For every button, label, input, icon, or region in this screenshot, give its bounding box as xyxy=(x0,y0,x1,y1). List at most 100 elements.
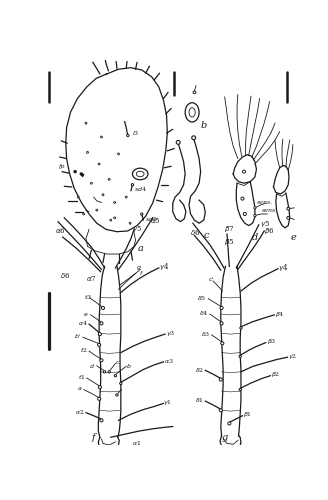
Circle shape xyxy=(141,213,143,215)
Circle shape xyxy=(287,207,290,210)
Circle shape xyxy=(117,153,119,155)
Text: fp: fp xyxy=(58,164,64,169)
Text: $\gamma$4: $\gamma$4 xyxy=(159,261,169,272)
Circle shape xyxy=(85,122,87,124)
Text: $c'$: $c'$ xyxy=(208,275,215,284)
Circle shape xyxy=(114,374,116,377)
Circle shape xyxy=(239,356,241,358)
Circle shape xyxy=(127,134,129,136)
Circle shape xyxy=(98,163,100,165)
Text: $b'$: $b'$ xyxy=(74,332,81,341)
Text: $\gamma$3: $\gamma$3 xyxy=(166,329,175,338)
Text: $b$: $b$ xyxy=(126,362,132,370)
Text: $\delta$6: $\delta$6 xyxy=(190,228,200,237)
Text: f: f xyxy=(92,433,95,442)
Text: $\alpha$5: $\alpha$5 xyxy=(150,216,160,224)
Circle shape xyxy=(98,386,101,389)
Text: $\gamma$5: $\gamma$5 xyxy=(133,224,143,234)
Text: d: d xyxy=(252,232,258,241)
Circle shape xyxy=(97,344,101,346)
Circle shape xyxy=(80,173,82,175)
Circle shape xyxy=(103,370,106,373)
Text: $t$1: $t$1 xyxy=(78,373,85,381)
Circle shape xyxy=(114,202,115,203)
Text: e: e xyxy=(291,232,296,241)
Text: $\beta$2: $\beta$2 xyxy=(271,370,280,380)
Circle shape xyxy=(221,342,224,345)
Circle shape xyxy=(83,213,85,215)
Circle shape xyxy=(241,197,244,200)
Circle shape xyxy=(116,394,118,396)
Circle shape xyxy=(97,398,101,400)
Circle shape xyxy=(98,332,101,336)
Circle shape xyxy=(287,216,290,219)
Text: $l$3: $l$3 xyxy=(133,129,140,137)
Circle shape xyxy=(219,378,222,381)
Text: $\alpha$2: $\alpha$2 xyxy=(75,408,84,416)
Circle shape xyxy=(100,419,103,422)
Circle shape xyxy=(125,196,127,198)
Text: $sd$5: $sd$5 xyxy=(145,216,158,224)
Circle shape xyxy=(101,306,105,310)
Text: sens.: sens. xyxy=(262,208,278,212)
Text: $\beta$6: $\beta$6 xyxy=(264,226,275,236)
Text: $\beta$3: $\beta$3 xyxy=(267,338,276,346)
Circle shape xyxy=(74,170,76,173)
Circle shape xyxy=(219,409,222,412)
Circle shape xyxy=(100,359,103,362)
Text: $\delta$2: $\delta$2 xyxy=(195,366,204,374)
Circle shape xyxy=(220,322,223,325)
Text: c: c xyxy=(204,231,209,240)
Text: $\alpha$7: $\alpha$7 xyxy=(86,274,96,283)
Circle shape xyxy=(242,170,246,173)
Circle shape xyxy=(254,206,256,209)
Text: g: g xyxy=(222,433,228,442)
Circle shape xyxy=(228,422,231,425)
Circle shape xyxy=(131,184,133,186)
Text: $\delta$4: $\delta$4 xyxy=(199,310,208,318)
Circle shape xyxy=(129,222,131,224)
Circle shape xyxy=(100,136,102,138)
Text: $\delta$3: $\delta$3 xyxy=(201,330,210,338)
Circle shape xyxy=(87,152,89,154)
Text: $a$: $a$ xyxy=(77,386,82,392)
Circle shape xyxy=(91,182,92,184)
Text: $\gamma$2: $\gamma$2 xyxy=(288,352,297,361)
Circle shape xyxy=(114,217,115,219)
Text: b: b xyxy=(201,121,207,130)
Text: $c$: $c$ xyxy=(115,359,121,366)
Circle shape xyxy=(120,382,122,384)
Text: $g$: $g$ xyxy=(135,264,141,272)
Text: $f$: $f$ xyxy=(139,270,144,278)
Circle shape xyxy=(108,178,110,180)
Text: $t$3: $t$3 xyxy=(84,293,92,301)
Text: $\gamma$1: $\gamma$1 xyxy=(163,398,172,407)
Text: $\beta$7: $\beta$7 xyxy=(224,224,235,234)
Text: $t$2: $t$2 xyxy=(80,346,88,354)
Text: sens.: sens. xyxy=(257,200,274,205)
Circle shape xyxy=(96,209,98,211)
Circle shape xyxy=(192,136,195,140)
Text: $d$: $d$ xyxy=(89,362,95,370)
Circle shape xyxy=(220,306,223,310)
Circle shape xyxy=(243,212,246,216)
Text: $\beta$4: $\beta$4 xyxy=(275,310,285,318)
Text: $\gamma$5: $\gamma$5 xyxy=(260,219,271,229)
Circle shape xyxy=(77,196,79,198)
Circle shape xyxy=(102,194,104,196)
Circle shape xyxy=(110,219,112,221)
Text: $\beta$5: $\beta$5 xyxy=(224,236,235,246)
Text: $\delta$1: $\delta$1 xyxy=(195,396,204,404)
Text: $sd$4: $sd$4 xyxy=(134,186,147,194)
Text: $\delta$5: $\delta$5 xyxy=(197,294,207,302)
Circle shape xyxy=(254,214,256,216)
Circle shape xyxy=(193,91,196,94)
Text: $\gamma$4: $\gamma$4 xyxy=(278,262,289,272)
Text: $\alpha$4: $\alpha$4 xyxy=(78,320,88,328)
Circle shape xyxy=(100,322,103,325)
Text: $\alpha$3: $\alpha$3 xyxy=(164,357,174,365)
Circle shape xyxy=(239,388,241,390)
Text: a: a xyxy=(138,244,144,253)
Text: $\alpha$1: $\alpha$1 xyxy=(133,440,142,448)
Text: $\alpha$6: $\alpha$6 xyxy=(55,226,66,235)
